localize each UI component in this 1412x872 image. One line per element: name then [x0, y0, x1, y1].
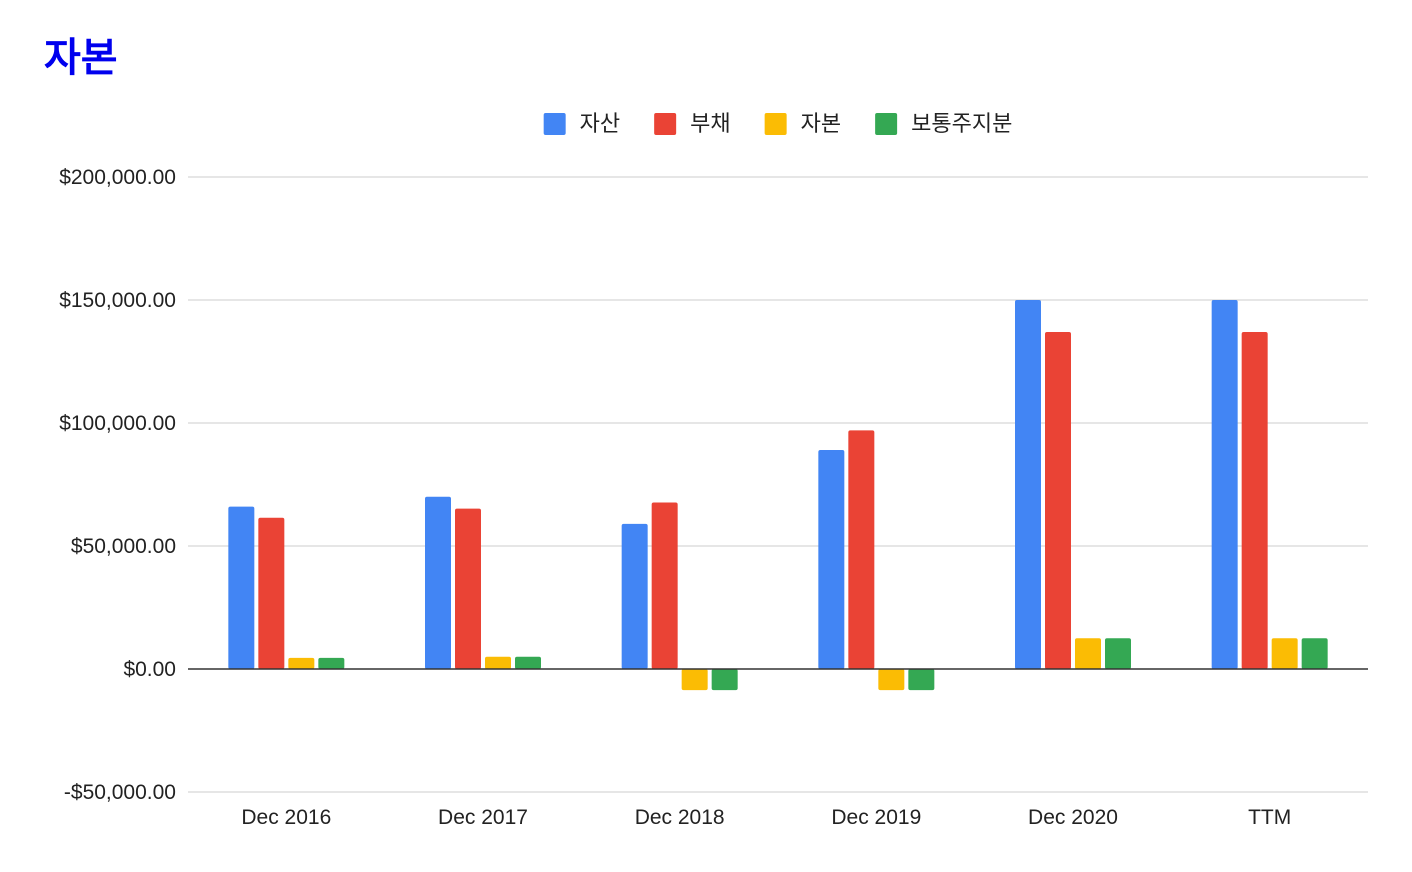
legend-label: 자본: [801, 112, 841, 137]
gridlines: [188, 176, 1368, 793]
y-tick-label: $50,000.00: [71, 535, 176, 558]
legend-swatch: [875, 113, 898, 135]
bar-4-5: [1105, 638, 1131, 669]
legend-item-4[interactable]: 보통주지분: [875, 112, 1012, 137]
bar-1-3: [621, 523, 648, 669]
bar-4-6: [1301, 638, 1328, 669]
x-tick-label: Dec 2018: [635, 806, 725, 829]
bar-3-5: [1075, 638, 1101, 669]
page-title: 자본: [44, 35, 118, 81]
legend-item-3[interactable]: 자본: [764, 112, 841, 137]
bar-3-4: [878, 669, 905, 691]
bar-4-1: [318, 657, 345, 669]
bar-4-4: [908, 669, 935, 691]
legend-item-1[interactable]: 자산: [543, 112, 620, 137]
bar-1-5: [1015, 300, 1041, 669]
legend-swatch: [764, 113, 787, 135]
legend-swatch: [543, 113, 566, 135]
legend-item-2[interactable]: 부채: [654, 112, 731, 137]
bar-1-1: [228, 506, 255, 669]
legend-label: 부채: [690, 112, 730, 137]
legend-label: 보통주지분: [911, 112, 1012, 137]
x-axis-tick-labels: Dec 2016 Dec 2017 Dec 2018 Dec 2019 Dec 2020…: [241, 806, 1291, 829]
y-axis-tick-labels: -$50,000.00 $0.00 $50,000.00 $100,000.00 $15…: [59, 166, 176, 804]
y-tick-label: $100,000.00: [59, 412, 176, 435]
x-tick-label: Dec 2016: [241, 806, 331, 829]
y-tick-label: -$50,000.00: [64, 781, 176, 804]
bar-2-3: [651, 502, 678, 669]
bar-2-6: [1241, 331, 1268, 669]
bar-4-2: [515, 656, 541, 669]
y-tick-label: $200,000.00: [59, 166, 176, 189]
bar-2-5: [1045, 331, 1071, 669]
bar-2-4: [848, 430, 875, 669]
bar-3-3: [681, 669, 708, 691]
bar-2-1: [258, 517, 285, 669]
y-tick-label: $150,000.00: [59, 289, 176, 312]
bar-3-2: [485, 656, 511, 669]
bar-1-4: [818, 450, 845, 669]
legend: 자산 부채 자본 보통주지분: [543, 112, 1012, 137]
bar-1-2: [425, 496, 451, 669]
x-tick-label: Dec 2020: [1028, 806, 1118, 829]
bar-1-6: [1211, 300, 1238, 669]
bar-4-3: [711, 669, 738, 691]
legend-label: 자산: [580, 112, 620, 137]
y-tick-label: $0.00: [123, 658, 176, 681]
bars: [228, 300, 1328, 691]
bar-3-1: [288, 657, 315, 669]
x-tick-label: Dec 2019: [831, 806, 921, 829]
x-tick-label: Dec 2017: [438, 806, 528, 829]
legend-swatch: [654, 113, 677, 135]
x-tick-label: TTM: [1248, 806, 1291, 829]
bar-2-2: [455, 508, 481, 669]
bar-3-6: [1271, 638, 1298, 669]
